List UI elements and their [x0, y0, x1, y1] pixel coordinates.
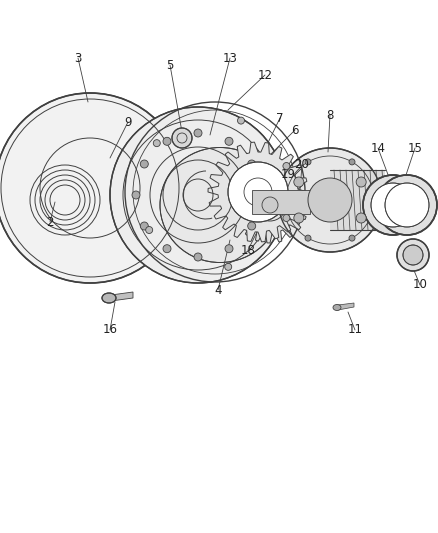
Text: 10: 10	[412, 279, 427, 292]
Circle shape	[293, 213, 303, 223]
Circle shape	[194, 253, 201, 261]
Text: 14: 14	[370, 141, 385, 155]
Circle shape	[247, 222, 255, 230]
Text: 11: 11	[347, 324, 362, 336]
Circle shape	[282, 163, 289, 169]
Circle shape	[140, 160, 148, 168]
Circle shape	[348, 159, 354, 165]
Text: 16: 16	[102, 324, 117, 336]
Circle shape	[0, 93, 184, 283]
Polygon shape	[208, 142, 307, 242]
Circle shape	[254, 180, 262, 188]
Polygon shape	[329, 170, 384, 230]
Text: 5: 5	[166, 59, 173, 71]
Text: 8: 8	[325, 109, 333, 122]
Circle shape	[355, 177, 365, 187]
Circle shape	[402, 245, 422, 265]
Ellipse shape	[332, 304, 340, 311]
Circle shape	[370, 183, 414, 227]
Circle shape	[162, 245, 171, 253]
Circle shape	[355, 213, 365, 223]
Text: 6: 6	[290, 124, 298, 136]
Circle shape	[396, 239, 428, 271]
Circle shape	[376, 175, 436, 235]
Text: 18: 18	[240, 244, 255, 256]
Text: 4: 4	[214, 284, 221, 296]
Text: 2: 2	[46, 215, 53, 229]
Ellipse shape	[159, 148, 279, 262]
Polygon shape	[337, 303, 353, 310]
Text: 3: 3	[74, 52, 81, 64]
Circle shape	[225, 138, 233, 146]
Circle shape	[282, 214, 289, 222]
Circle shape	[247, 160, 255, 168]
Circle shape	[194, 129, 201, 137]
Circle shape	[254, 202, 262, 210]
Text: 13: 13	[222, 52, 237, 64]
Text: 20: 20	[294, 158, 309, 172]
Circle shape	[145, 227, 152, 233]
Circle shape	[304, 235, 310, 241]
Text: 15: 15	[406, 141, 421, 155]
Polygon shape	[231, 167, 307, 243]
Circle shape	[237, 117, 244, 124]
Circle shape	[304, 159, 310, 165]
Circle shape	[348, 235, 354, 241]
Circle shape	[227, 162, 287, 222]
Circle shape	[307, 178, 351, 222]
Circle shape	[225, 245, 233, 253]
Circle shape	[224, 263, 231, 270]
Text: 12: 12	[257, 69, 272, 82]
Polygon shape	[251, 190, 309, 214]
Text: 7: 7	[276, 111, 283, 125]
Circle shape	[172, 128, 191, 148]
Circle shape	[277, 148, 381, 252]
Circle shape	[293, 177, 303, 187]
Ellipse shape	[102, 293, 116, 303]
Polygon shape	[111, 292, 133, 301]
Circle shape	[384, 183, 428, 227]
Text: 19: 19	[280, 168, 295, 182]
Circle shape	[132, 191, 140, 199]
Circle shape	[110, 107, 285, 283]
Circle shape	[261, 197, 277, 213]
Circle shape	[153, 140, 160, 147]
Circle shape	[362, 175, 422, 235]
Text: 9: 9	[124, 116, 131, 128]
Circle shape	[140, 222, 148, 230]
Circle shape	[162, 138, 171, 146]
